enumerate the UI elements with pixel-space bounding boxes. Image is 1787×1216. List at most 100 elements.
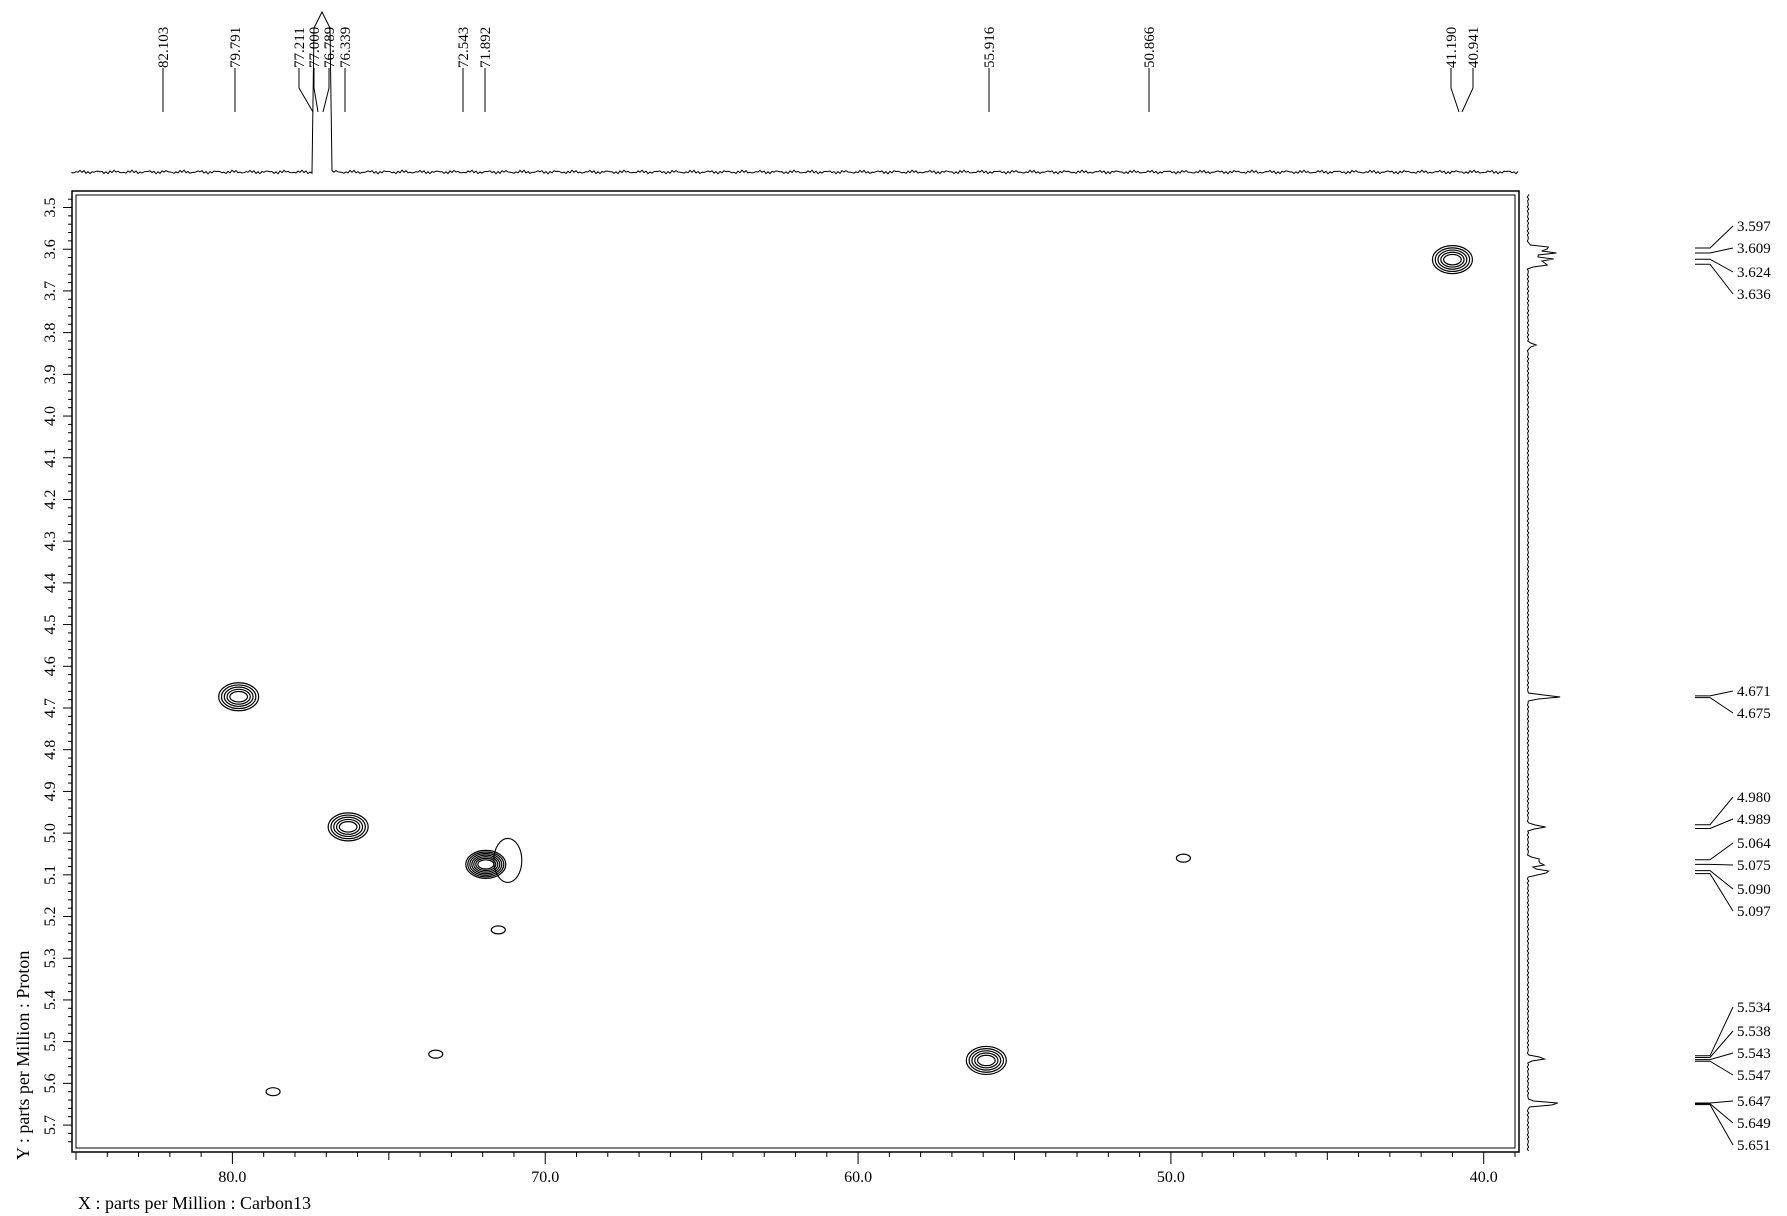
contour (265, 1087, 281, 1097)
y-tick-label: 3.7 (42, 281, 59, 301)
y-tick-label: 4.0 (42, 406, 59, 426)
y-tick-label: 5.0 (42, 823, 59, 843)
y-tick-label: 4.9 (42, 781, 59, 801)
contour (226, 688, 251, 705)
carbon13-peak-label: 55.916 (982, 26, 998, 68)
contour (223, 686, 254, 707)
contour (976, 1054, 996, 1067)
proton-peak-label: 4.980 (1737, 790, 1771, 806)
proton-peak-label: 5.538 (1737, 1024, 1771, 1040)
x-axis-title: X : parts per Million : Carbon13 (78, 1193, 311, 1213)
y-tick-label: 4.5 (42, 615, 59, 635)
proton-peak-marker (1695, 863, 1734, 866)
carbon13-peak-label: 76.339 (338, 27, 354, 68)
contour (473, 856, 499, 873)
carbon13-peak-label: 77.000 (307, 27, 323, 68)
plot-frame-inner (75, 194, 1516, 1149)
y-tick-label: 4.2 (42, 489, 59, 509)
proton-peak-marker (1695, 1104, 1734, 1146)
proton-peak-marker (1695, 842, 1734, 861)
x-axis: 80.0 70.0 60.0 50.0 40.0 (75, 1152, 1516, 1186)
proton-peak-label: 4.675 (1737, 706, 1771, 722)
proton-peak-marker (1695, 1006, 1734, 1057)
contour (220, 684, 257, 710)
y-tick-label: 4.3 (42, 531, 59, 551)
contour (330, 814, 366, 840)
contour (1175, 853, 1192, 863)
carbon13-trace (71, 10, 1519, 175)
proton-peak-label: 4.671 (1737, 684, 1771, 700)
y-tick-label: 3.8 (42, 323, 59, 343)
cross-peaks (218, 245, 1474, 1097)
contour (333, 816, 364, 838)
proton-peak-label: 5.534 (1737, 1000, 1771, 1016)
proton-peak-marker (1695, 697, 1734, 714)
proton-peak-marker (1695, 1060, 1734, 1076)
contour (1437, 249, 1468, 270)
contour (1443, 253, 1462, 266)
y-tick-label: 5.3 (42, 948, 59, 968)
proton-peak-label: 5.097 (1737, 904, 1771, 920)
y-tick-label: 5.2 (42, 907, 59, 927)
y-tick-label: 5.7 (42, 1115, 59, 1135)
proton-peak-marker (1695, 818, 1734, 829)
proton-peak-label: 5.075 (1737, 858, 1771, 874)
contour (338, 821, 358, 833)
carbon13-peak-marker (298, 68, 314, 113)
y-tick-label: 3.5 (42, 198, 59, 218)
carbon13-projection (71, 10, 1519, 175)
proton-peak-label: 3.609 (1737, 241, 1771, 257)
contour (974, 1052, 999, 1069)
proton-peak-label: 3.636 (1737, 287, 1771, 303)
carbon13-peak-marker (1450, 68, 1460, 113)
carbon13-peak-labels: 82.103 79.791 77.211 77.000 76.789 76.339 72.5… (156, 26, 1482, 113)
proton-trace (1526, 194, 1561, 1152)
proton-peak-label: 5.547 (1737, 1068, 1771, 1084)
proton-peak-label: 3.597 (1737, 219, 1771, 235)
contour (493, 837, 523, 883)
proton-peak-label: 5.543 (1737, 1046, 1771, 1062)
proton-peak-marker (1695, 690, 1734, 697)
proton-peak-labels: 3.597 3.609 3.624 3.636 4.671 4.675 4.980 4.989… (1695, 219, 1771, 1154)
y-tick-label: 3.9 (42, 364, 59, 384)
carbon13-peak-marker (322, 68, 330, 113)
y-axis-title: Y : parts per Million : Proton (13, 951, 33, 1160)
x-tick-label: 60.0 (844, 1169, 872, 1186)
contour (469, 852, 503, 876)
proton-peak-marker (1695, 1052, 1734, 1061)
proton-peak-label: 4.989 (1737, 812, 1771, 828)
y-tick-label: 4.1 (42, 448, 59, 468)
proton-peak-marker (1695, 225, 1734, 249)
y-tick-label: 4.8 (42, 740, 59, 760)
proton-peak-marker (1695, 870, 1734, 890)
carbon13-peak-label: 76.789 (322, 27, 338, 68)
y-tick-label: 5.6 (42, 1073, 59, 1093)
proton-peak-marker (1695, 258, 1734, 273)
contour (475, 857, 497, 872)
proton-peak-marker (1695, 263, 1734, 295)
contour (327, 812, 369, 842)
proton-peak-marker (1695, 1030, 1734, 1058)
carbon13-peak-label: 50.866 (1142, 26, 1158, 68)
proton-peak-label: 3.624 (1737, 265, 1771, 281)
y-tick-label: 5.4 (42, 990, 59, 1010)
proton-peak-label: 5.647 (1737, 1094, 1771, 1110)
y-tick-label: 4.6 (42, 656, 59, 676)
contour (229, 690, 249, 703)
contour (428, 1049, 444, 1059)
proton-peak-label: 5.649 (1737, 1116, 1771, 1132)
proton-peak-marker (1695, 1100, 1734, 1104)
plot-frame (71, 190, 1520, 1153)
proton-peak-label: 5.090 (1737, 882, 1771, 898)
contour (968, 1048, 1005, 1073)
proton-peak-marker (1695, 873, 1734, 912)
contour (1431, 245, 1474, 275)
carbon13-peak-label: 82.103 (156, 27, 172, 68)
carbon13-peak-label: 72.543 (456, 27, 472, 68)
contour (1434, 247, 1471, 273)
proton-peak-label: 5.064 (1737, 836, 1771, 852)
contour (218, 682, 260, 712)
contour (465, 849, 507, 879)
carbon13-peak-marker (313, 68, 319, 113)
